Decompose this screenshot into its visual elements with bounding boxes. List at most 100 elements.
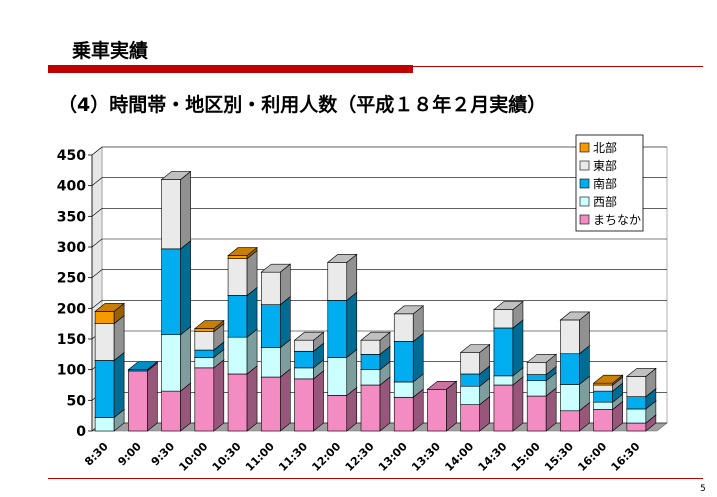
bar-segment	[294, 367, 314, 380]
gridline-side	[91, 208, 103, 217]
bar-segment	[94, 417, 115, 432]
bar-segment	[94, 323, 115, 361]
bar-segment-top	[393, 305, 425, 315]
footer-line	[48, 478, 703, 479]
bar-segment	[194, 357, 215, 369]
legend-label: まちなか	[593, 213, 641, 227]
bar-segment	[94, 311, 115, 324]
bar-segment	[526, 374, 547, 382]
y-tick-label: 350	[57, 209, 86, 225]
bar-segment	[593, 384, 613, 392]
bar-segment	[593, 390, 613, 403]
bar-segment	[493, 309, 514, 329]
gridline-side	[91, 269, 103, 278]
bar-segment	[560, 319, 580, 355]
bar-segment	[493, 384, 514, 432]
bar-segment	[626, 422, 647, 432]
x-tick-label: 12:00	[309, 440, 343, 474]
legend-swatch	[579, 142, 590, 153]
bar-segment-side	[279, 296, 291, 349]
bar-segment	[626, 376, 647, 397]
bar-segment	[294, 339, 314, 352]
bar-segment-side	[246, 365, 258, 432]
bar-segment-side	[180, 170, 191, 250]
bar-segment	[294, 350, 314, 369]
bar-segment-side	[346, 291, 358, 359]
x-tick-label: 9:00	[115, 440, 144, 469]
title-underline-line	[413, 66, 703, 67]
bar-segment-top	[526, 354, 558, 363]
gridline-side	[91, 177, 103, 186]
bar-segment	[194, 367, 215, 432]
bar-segment	[393, 381, 414, 398]
bar-segment-top	[160, 171, 192, 180]
y-tick-label: 150	[57, 332, 86, 348]
bar-segment	[360, 339, 381, 355]
y-tick-label: 250	[57, 271, 86, 287]
bar-segment	[460, 385, 481, 405]
bar-segment	[161, 390, 181, 432]
gridline-side	[91, 146, 103, 156]
bar-segment	[227, 373, 248, 432]
bar-segment	[393, 313, 414, 342]
bar-segment	[460, 352, 481, 375]
bar-segment	[526, 395, 547, 432]
bar-segment-top	[94, 303, 125, 312]
bar-segment	[593, 401, 613, 410]
x-tick-label: 14:30	[476, 440, 510, 474]
bar-segment	[260, 304, 281, 348]
legend-label: 北部	[593, 140, 617, 155]
x-tick-label: 9:30	[149, 440, 178, 469]
bar-segment-side	[180, 240, 191, 336]
bar-segment	[227, 336, 248, 375]
y-tick-label: 400	[57, 179, 86, 195]
bar-segment-top	[227, 247, 258, 256]
bar-segment-side	[180, 326, 191, 392]
legend-label: 南部	[593, 176, 617, 191]
bar-segment	[460, 373, 481, 387]
x-tick-label: 11:00	[243, 440, 277, 474]
x-tick-label: 16:00	[575, 440, 609, 474]
bar-segment	[327, 357, 348, 396]
bar-segment-side	[246, 286, 258, 338]
y-tick-label: 50	[67, 393, 87, 409]
x-tick-label: 8:30	[82, 440, 111, 469]
bar-segment-top	[293, 331, 325, 341]
bar-segment	[526, 380, 547, 397]
legend-swatch	[579, 160, 590, 171]
bar-segment	[128, 370, 148, 432]
x-tick-label: 10:30	[210, 440, 244, 474]
legend-label: 東部	[593, 158, 617, 173]
bar-segment	[227, 295, 248, 338]
bar-segment	[260, 271, 281, 305]
bar-segment-side	[279, 368, 291, 432]
legend-label: 西部	[593, 194, 617, 209]
x-tick-label: 15:00	[509, 440, 543, 474]
gridline-side	[91, 238, 103, 248]
bar-segment-side	[313, 370, 324, 432]
bar-segment	[161, 248, 181, 336]
page-number: 5	[700, 484, 706, 494]
bar-segment-side	[512, 319, 524, 377]
bar-segment	[360, 369, 381, 386]
bar-segment	[194, 331, 215, 351]
title-underline-bar	[48, 65, 413, 73]
bar-segment-top	[193, 320, 225, 329]
page-title: 乗車実績	[72, 40, 149, 62]
bar-segment-top	[626, 368, 657, 377]
bar-segment-top	[426, 380, 458, 390]
bar-segment-top	[127, 361, 159, 370]
bar-segment	[161, 179, 181, 250]
x-tick-label: 13:30	[409, 440, 443, 474]
chart-title: （4）時間帯・地区別・利用人数（平成１８年２月実績）	[58, 94, 547, 116]
bar-segment-top	[360, 331, 391, 341]
bar-segment	[360, 384, 381, 432]
bar-segment	[227, 258, 248, 296]
bar-segment	[560, 384, 580, 412]
x-tick-label: 12:30	[343, 440, 377, 474]
gridline-side	[91, 300, 103, 309]
bar-segment	[626, 396, 647, 410]
x-tick-label: 16:30	[609, 440, 643, 474]
bar-segment-side	[147, 362, 158, 432]
y-tick-label: 200	[57, 301, 86, 317]
